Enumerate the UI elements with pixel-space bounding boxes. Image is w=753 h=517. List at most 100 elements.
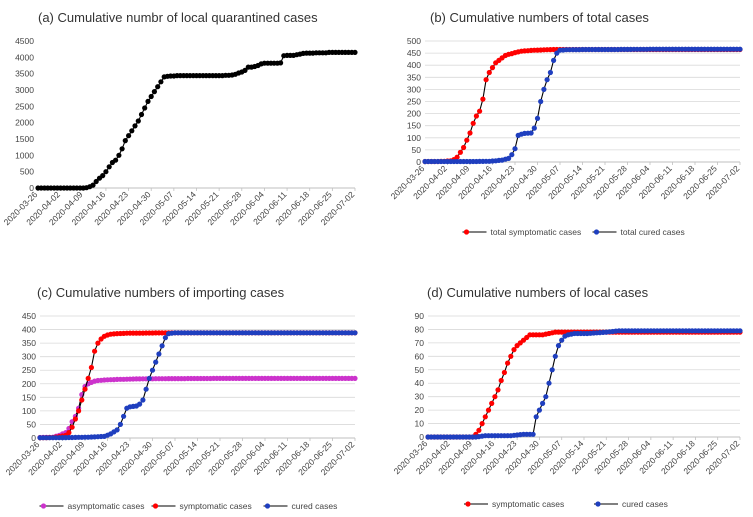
- y-tick-label: 1000: [15, 150, 34, 160]
- data-point: [506, 155, 512, 161]
- data-point: [546, 380, 552, 386]
- y-tick-label: 250: [22, 365, 36, 375]
- data-point: [103, 169, 109, 175]
- data-point: [242, 67, 248, 73]
- series-line: [38, 51, 355, 189]
- legend-item: cured cases: [263, 501, 338, 511]
- data-point: [95, 340, 101, 346]
- y-tick-label: 0: [419, 432, 424, 442]
- data-point: [512, 146, 518, 152]
- data-point: [483, 77, 489, 83]
- data-point: [476, 427, 482, 433]
- data-point: [538, 98, 544, 105]
- data-point: [482, 414, 488, 420]
- data-point: [552, 353, 558, 359]
- data-point: [88, 364, 94, 371]
- data-point: [72, 416, 78, 422]
- y-tick-label: 400: [407, 60, 421, 70]
- series-symptomatic-cases: [425, 329, 743, 440]
- data-point: [489, 400, 495, 406]
- y-tick-label: 70: [415, 338, 425, 348]
- y-tick-label: 150: [407, 121, 421, 131]
- y-tick-label: 1500: [15, 134, 34, 144]
- data-point: [145, 98, 151, 104]
- y-tick-label: 400: [22, 325, 36, 335]
- y-tick-label: 90: [415, 311, 425, 321]
- y-tick-label: 100: [22, 406, 36, 416]
- data-point: [93, 178, 99, 185]
- data-point: [137, 401, 143, 407]
- series-total-cured-cases: [422, 46, 743, 165]
- legend-item: asymptomatic cases: [39, 501, 145, 511]
- legend-label: symptomatic cases: [492, 499, 564, 509]
- data-point: [473, 113, 479, 119]
- y-tick-label: 80: [415, 324, 425, 334]
- legend-marker: [40, 503, 47, 509]
- y-tick-label: 10: [415, 419, 425, 429]
- data-point: [114, 427, 120, 433]
- data-point: [142, 105, 148, 111]
- y-tick-label: 300: [407, 84, 421, 94]
- y-tick-label: 2500: [15, 101, 34, 111]
- data-point: [547, 69, 554, 76]
- y-tick-label: 500: [407, 36, 421, 46]
- data-point: [155, 84, 161, 90]
- data-point: [485, 407, 492, 413]
- data-point: [85, 375, 91, 381]
- y-tick-label: 40: [415, 378, 425, 388]
- y-tick-label: 3000: [15, 85, 34, 95]
- legend-marker: [595, 501, 601, 507]
- legend-item: total symptomatic cases: [462, 227, 581, 237]
- data-point: [92, 348, 98, 354]
- y-tick-label: 100: [407, 133, 421, 143]
- data-point: [158, 79, 164, 85]
- data-point: [352, 375, 358, 381]
- series-cured-cases: [425, 328, 743, 440]
- series-cured-cases: [37, 330, 358, 441]
- data-point: [508, 353, 514, 359]
- data-point: [162, 335, 168, 341]
- data-point: [470, 120, 476, 126]
- series-line: [428, 331, 740, 438]
- data-point: [126, 133, 132, 139]
- data-point: [509, 152, 515, 158]
- chart-title: (b) Cumulative numbers of total cases: [430, 10, 649, 25]
- series-local-quarantined-cases: [35, 49, 358, 191]
- data-point: [135, 118, 141, 124]
- series-line: [425, 48, 740, 163]
- data-point: [132, 123, 138, 129]
- data-point: [117, 421, 123, 427]
- series-asymptomatic-cases: [37, 375, 358, 441]
- legend-label: cured cases: [292, 501, 338, 511]
- data-point: [501, 369, 507, 376]
- data-point: [119, 146, 125, 152]
- legend-marker: [593, 229, 600, 235]
- data-point: [551, 57, 557, 64]
- data-point: [544, 77, 550, 83]
- data-point: [116, 152, 122, 158]
- y-tick-label: 3500: [15, 69, 34, 79]
- legend-item: symptomatic cases: [464, 499, 564, 509]
- data-point: [140, 397, 146, 403]
- data-point: [148, 93, 154, 100]
- data-point: [461, 144, 467, 151]
- data-point: [536, 407, 543, 413]
- data-point: [457, 149, 463, 155]
- y-tick-label: 0: [416, 157, 421, 167]
- series-line: [428, 330, 740, 438]
- data-point: [480, 96, 486, 102]
- data-point: [100, 173, 106, 179]
- y-tick-label: 30: [415, 392, 425, 402]
- y-tick-label: 50: [415, 365, 425, 375]
- chart-title: (a) Cumulative numbr of local quarantine…: [38, 10, 318, 25]
- data-point: [156, 351, 162, 357]
- chart-panel-0: (a) Cumulative numbr of local quarantine…: [2, 10, 358, 227]
- legend-item: symptomatic cases: [151, 501, 252, 511]
- y-tick-label: 450: [407, 48, 421, 58]
- data-point: [492, 394, 498, 400]
- data-point: [129, 128, 135, 134]
- data-point: [106, 164, 112, 170]
- data-point: [113, 157, 119, 163]
- y-tick-label: 350: [407, 72, 421, 82]
- data-point: [479, 421, 485, 427]
